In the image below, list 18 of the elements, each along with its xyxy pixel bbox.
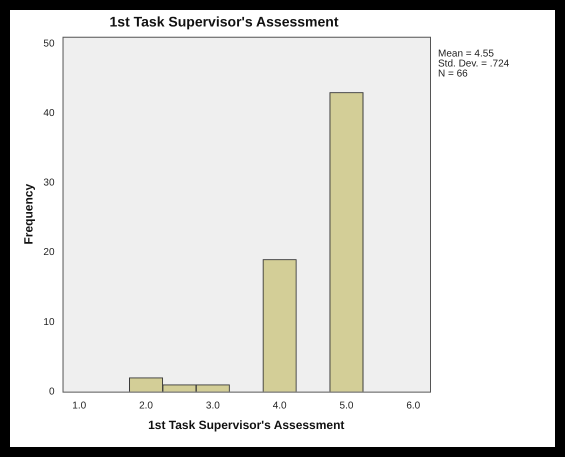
y-tick-label: 20 [43, 247, 55, 258]
y-axis-title: Frequency [22, 184, 36, 245]
y-tick-label: 0 [48, 386, 55, 398]
text: Mean = 4.55 [438, 48, 494, 60]
y-tick-label: 10 [43, 316, 55, 328]
x-tick-label: 5.0 [340, 400, 354, 412]
y-tick-label: 40 [43, 108, 55, 120]
chart-title: 1st Task Supervisor's Assessment [110, 13, 339, 30]
x-tick-label: 6.0 [406, 400, 421, 412]
text: Std. Dev. = .724 [438, 58, 510, 70]
x-tick-label: 4.0 [272, 400, 288, 412]
y-tick-label: 50 [43, 38, 55, 50]
x-tick-label: 1.0 [72, 400, 87, 412]
x-axis-title: 1st Task Supervisor's Assessment [148, 418, 344, 432]
y-tick-label: 30 [43, 178, 55, 189]
x-tick-label: 3.0 [206, 400, 220, 412]
x-tick-label: 2.0 [139, 400, 154, 412]
text: N = 66 [438, 68, 468, 80]
